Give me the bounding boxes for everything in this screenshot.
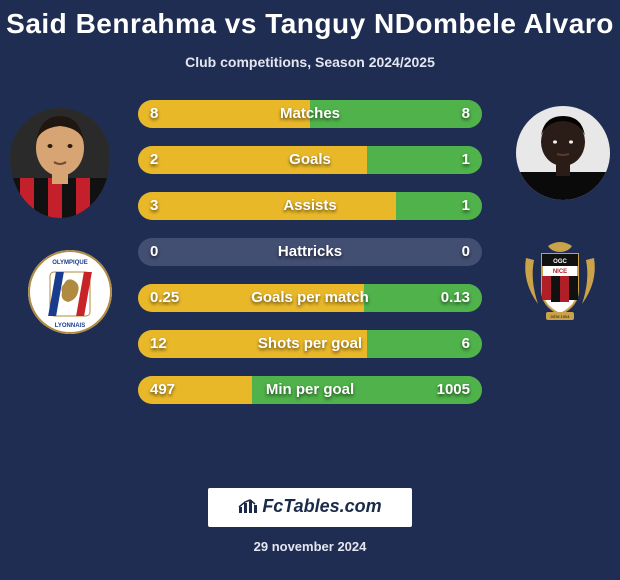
stat-bar: 21Goals	[138, 146, 482, 174]
svg-text:LYONNAIS: LYONNAIS	[55, 323, 85, 329]
footer: FcTables.com 29 november 2024	[0, 488, 620, 554]
page-title: Said Benrahma vs Tanguy NDombele Alvaro	[0, 0, 620, 40]
stat-bar: 88Matches	[138, 100, 482, 128]
stat-label: Matches	[138, 100, 482, 128]
left-player-icon	[10, 108, 110, 218]
right-player-avatar	[516, 106, 610, 200]
left-club-icon: OLYMPIQUE LYONNAIS	[28, 250, 112, 334]
subtitle: Club competitions, Season 2024/2025	[0, 54, 620, 70]
stat-label: Assists	[138, 192, 482, 220]
left-player-avatar	[10, 108, 110, 218]
stat-label: Min per goal	[138, 376, 482, 404]
chart-area: OLYMPIQUE LYONNAIS	[0, 100, 620, 420]
stat-label: Hattricks	[138, 238, 482, 266]
right-player-icon	[516, 106, 610, 200]
right-club-crest: OGC NICE DÉM 1904	[518, 240, 602, 324]
comparison-card: Said Benrahma vs Tanguy NDombele Alvaro …	[0, 0, 620, 580]
right-club-icon: OGC NICE DÉM 1904	[518, 240, 602, 324]
stat-bar: 126Shots per goal	[138, 330, 482, 358]
left-club-crest: OLYMPIQUE LYONNAIS	[28, 250, 112, 334]
svg-text:OLYMPIQUE: OLYMPIQUE	[52, 260, 87, 266]
svg-text:OGC: OGC	[553, 259, 567, 265]
svg-text:NICE: NICE	[553, 269, 567, 275]
stat-bar: 0.250.13Goals per match	[138, 284, 482, 312]
brand-chart-icon	[238, 498, 258, 519]
stat-label: Goals	[138, 146, 482, 174]
brand-box: FcTables.com	[208, 488, 411, 527]
stat-bars: 88Matches 21Goals 31Assists 00Hattricks 0.25…	[138, 100, 482, 404]
stat-bar: 00Hattricks	[138, 238, 482, 266]
stat-label: Goals per match	[138, 284, 482, 312]
brand-text: FcTables.com	[262, 496, 381, 516]
date-text: 29 november 2024	[0, 539, 620, 554]
stat-bar: 31Assists	[138, 192, 482, 220]
stat-bar: 4971005Min per goal	[138, 376, 482, 404]
stat-label: Shots per goal	[138, 330, 482, 358]
svg-text:DÉM 1904: DÉM 1904	[551, 314, 571, 319]
